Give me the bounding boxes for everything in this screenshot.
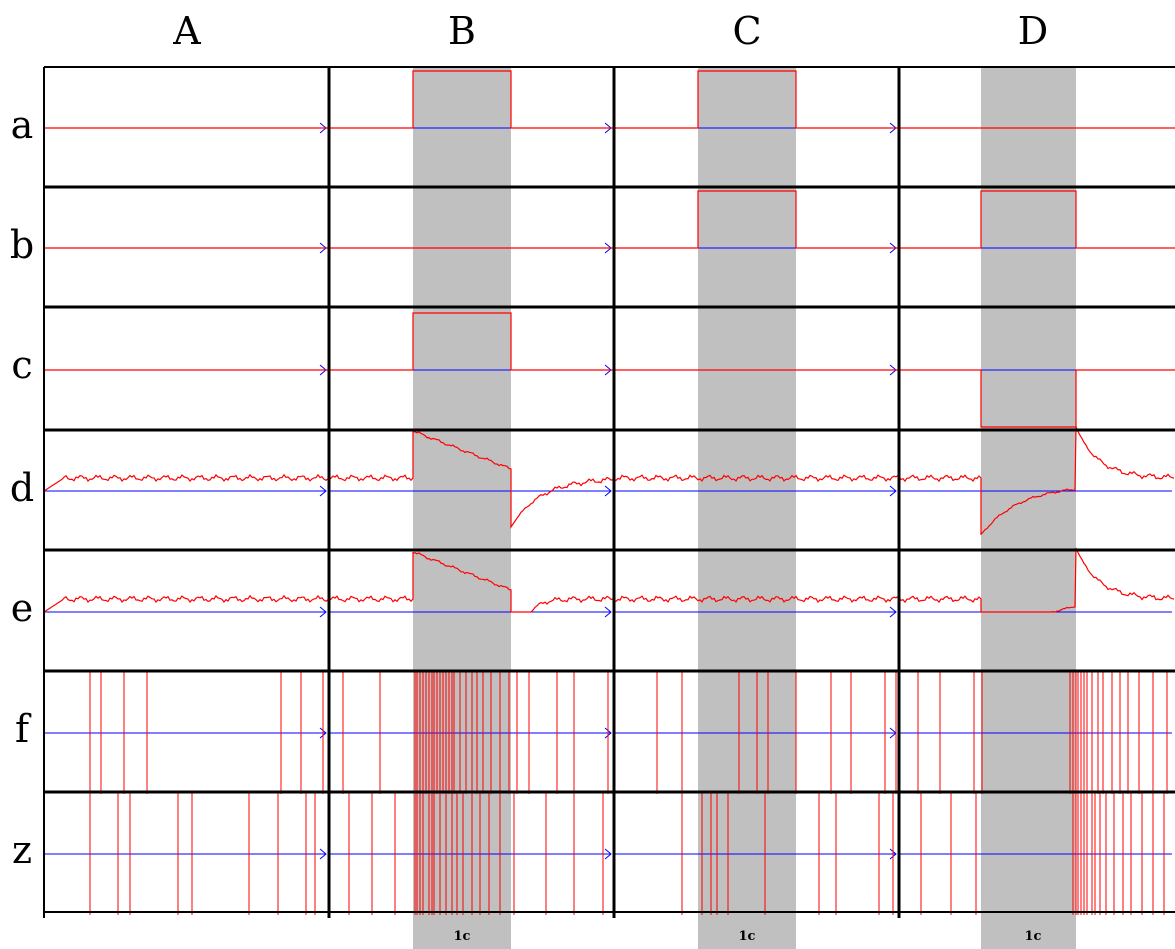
membrane-trace-d-d	[898, 426, 1175, 535]
membrane-trace-d-a	[43, 473, 329, 492]
membrane-trace-e-d	[898, 547, 1175, 613]
baseline-arrow-f-b	[604, 727, 612, 739]
membrane-trace-d-b	[328, 431, 614, 529]
baseline-arrow-d-c	[889, 485, 897, 497]
column-label-a: A	[172, 9, 201, 53]
baseline-arrow-e-b	[604, 606, 612, 618]
baseline-arrow-z-c	[889, 848, 897, 860]
column-label-d: D	[1018, 9, 1048, 53]
input-trace-a-c	[614, 70, 899, 129]
input-trace-b-c	[614, 190, 899, 249]
row-label-c: c	[11, 343, 32, 387]
stimulus-band-d	[981, 67, 1076, 949]
grid-lines	[43, 66, 1175, 918]
baseline-arrow-f-a	[319, 727, 327, 739]
input-trace-a-b	[329, 70, 614, 129]
baseline-arrow-d-a	[319, 485, 327, 497]
row-label-f: f	[15, 707, 32, 751]
row-label-a: a	[11, 103, 34, 147]
baseline-arrow-z-a	[319, 848, 327, 860]
stimulus-band-c	[698, 67, 796, 949]
input-trace-b-d	[899, 190, 1175, 249]
scale-label-b: 1c	[454, 929, 471, 944]
baseline-arrow-d-b	[604, 485, 612, 497]
stimulus-band-b	[413, 67, 511, 949]
row-label-d: d	[10, 466, 34, 510]
baseline-arrow-e-c	[889, 606, 897, 618]
row-label-b: b	[10, 223, 34, 267]
scale-label-d: 1c	[1025, 929, 1042, 944]
column-label-c: C	[732, 9, 761, 53]
baseline-arrow-e-a	[319, 606, 327, 618]
membrane-trace-d-c	[613, 474, 899, 482]
stimulus-bands	[413, 67, 1076, 949]
row-label-e: e	[11, 586, 34, 630]
trace-layer	[43, 70, 1175, 915]
column-label-b: B	[448, 9, 476, 53]
membrane-trace-e-c	[613, 595, 899, 603]
membrane-trace-e-b	[328, 552, 614, 613]
input-trace-c-b	[329, 312, 614, 371]
baseline-arrow-z-b	[604, 848, 612, 860]
row-label-z: z	[12, 828, 32, 872]
input-trace-c-d	[899, 369, 1175, 428]
membrane-trace-e-a	[43, 594, 329, 613]
scale-label-c: 1c	[739, 929, 756, 944]
